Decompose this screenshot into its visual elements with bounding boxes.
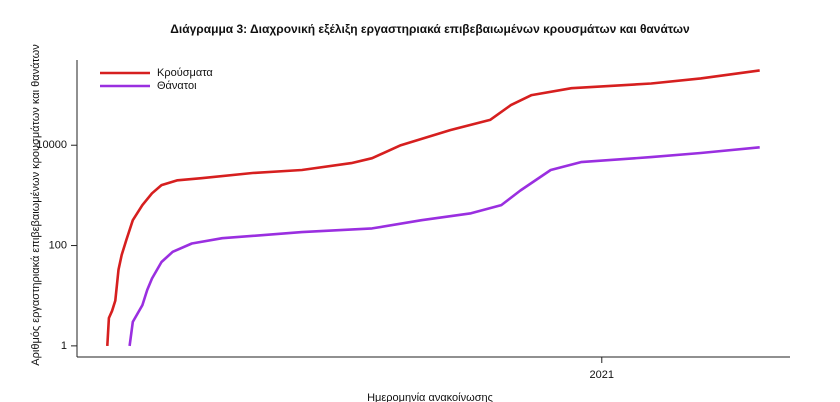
series-line	[128, 146, 760, 347]
legend-label: Θάνατοι	[157, 80, 197, 92]
legend-label: Κρούσματα	[157, 67, 213, 79]
series-line	[106, 69, 760, 346]
y-tick-label: 10000	[36, 139, 67, 151]
y-tick-label: 100	[49, 239, 67, 251]
x-tick-label: 2021	[590, 369, 614, 381]
y-tick-label: 1	[61, 340, 67, 352]
chart-title: Διάγραμμα 3: Διαχρονική εξέλιξη εργαστηρ…	[170, 22, 690, 36]
y-axis-label: Αριθμός εργαστηριακά επιβεβαιωμένων κρου…	[30, 44, 42, 366]
x-axis-label: Ημερομηνία ανακοίνωσης	[367, 392, 493, 402]
